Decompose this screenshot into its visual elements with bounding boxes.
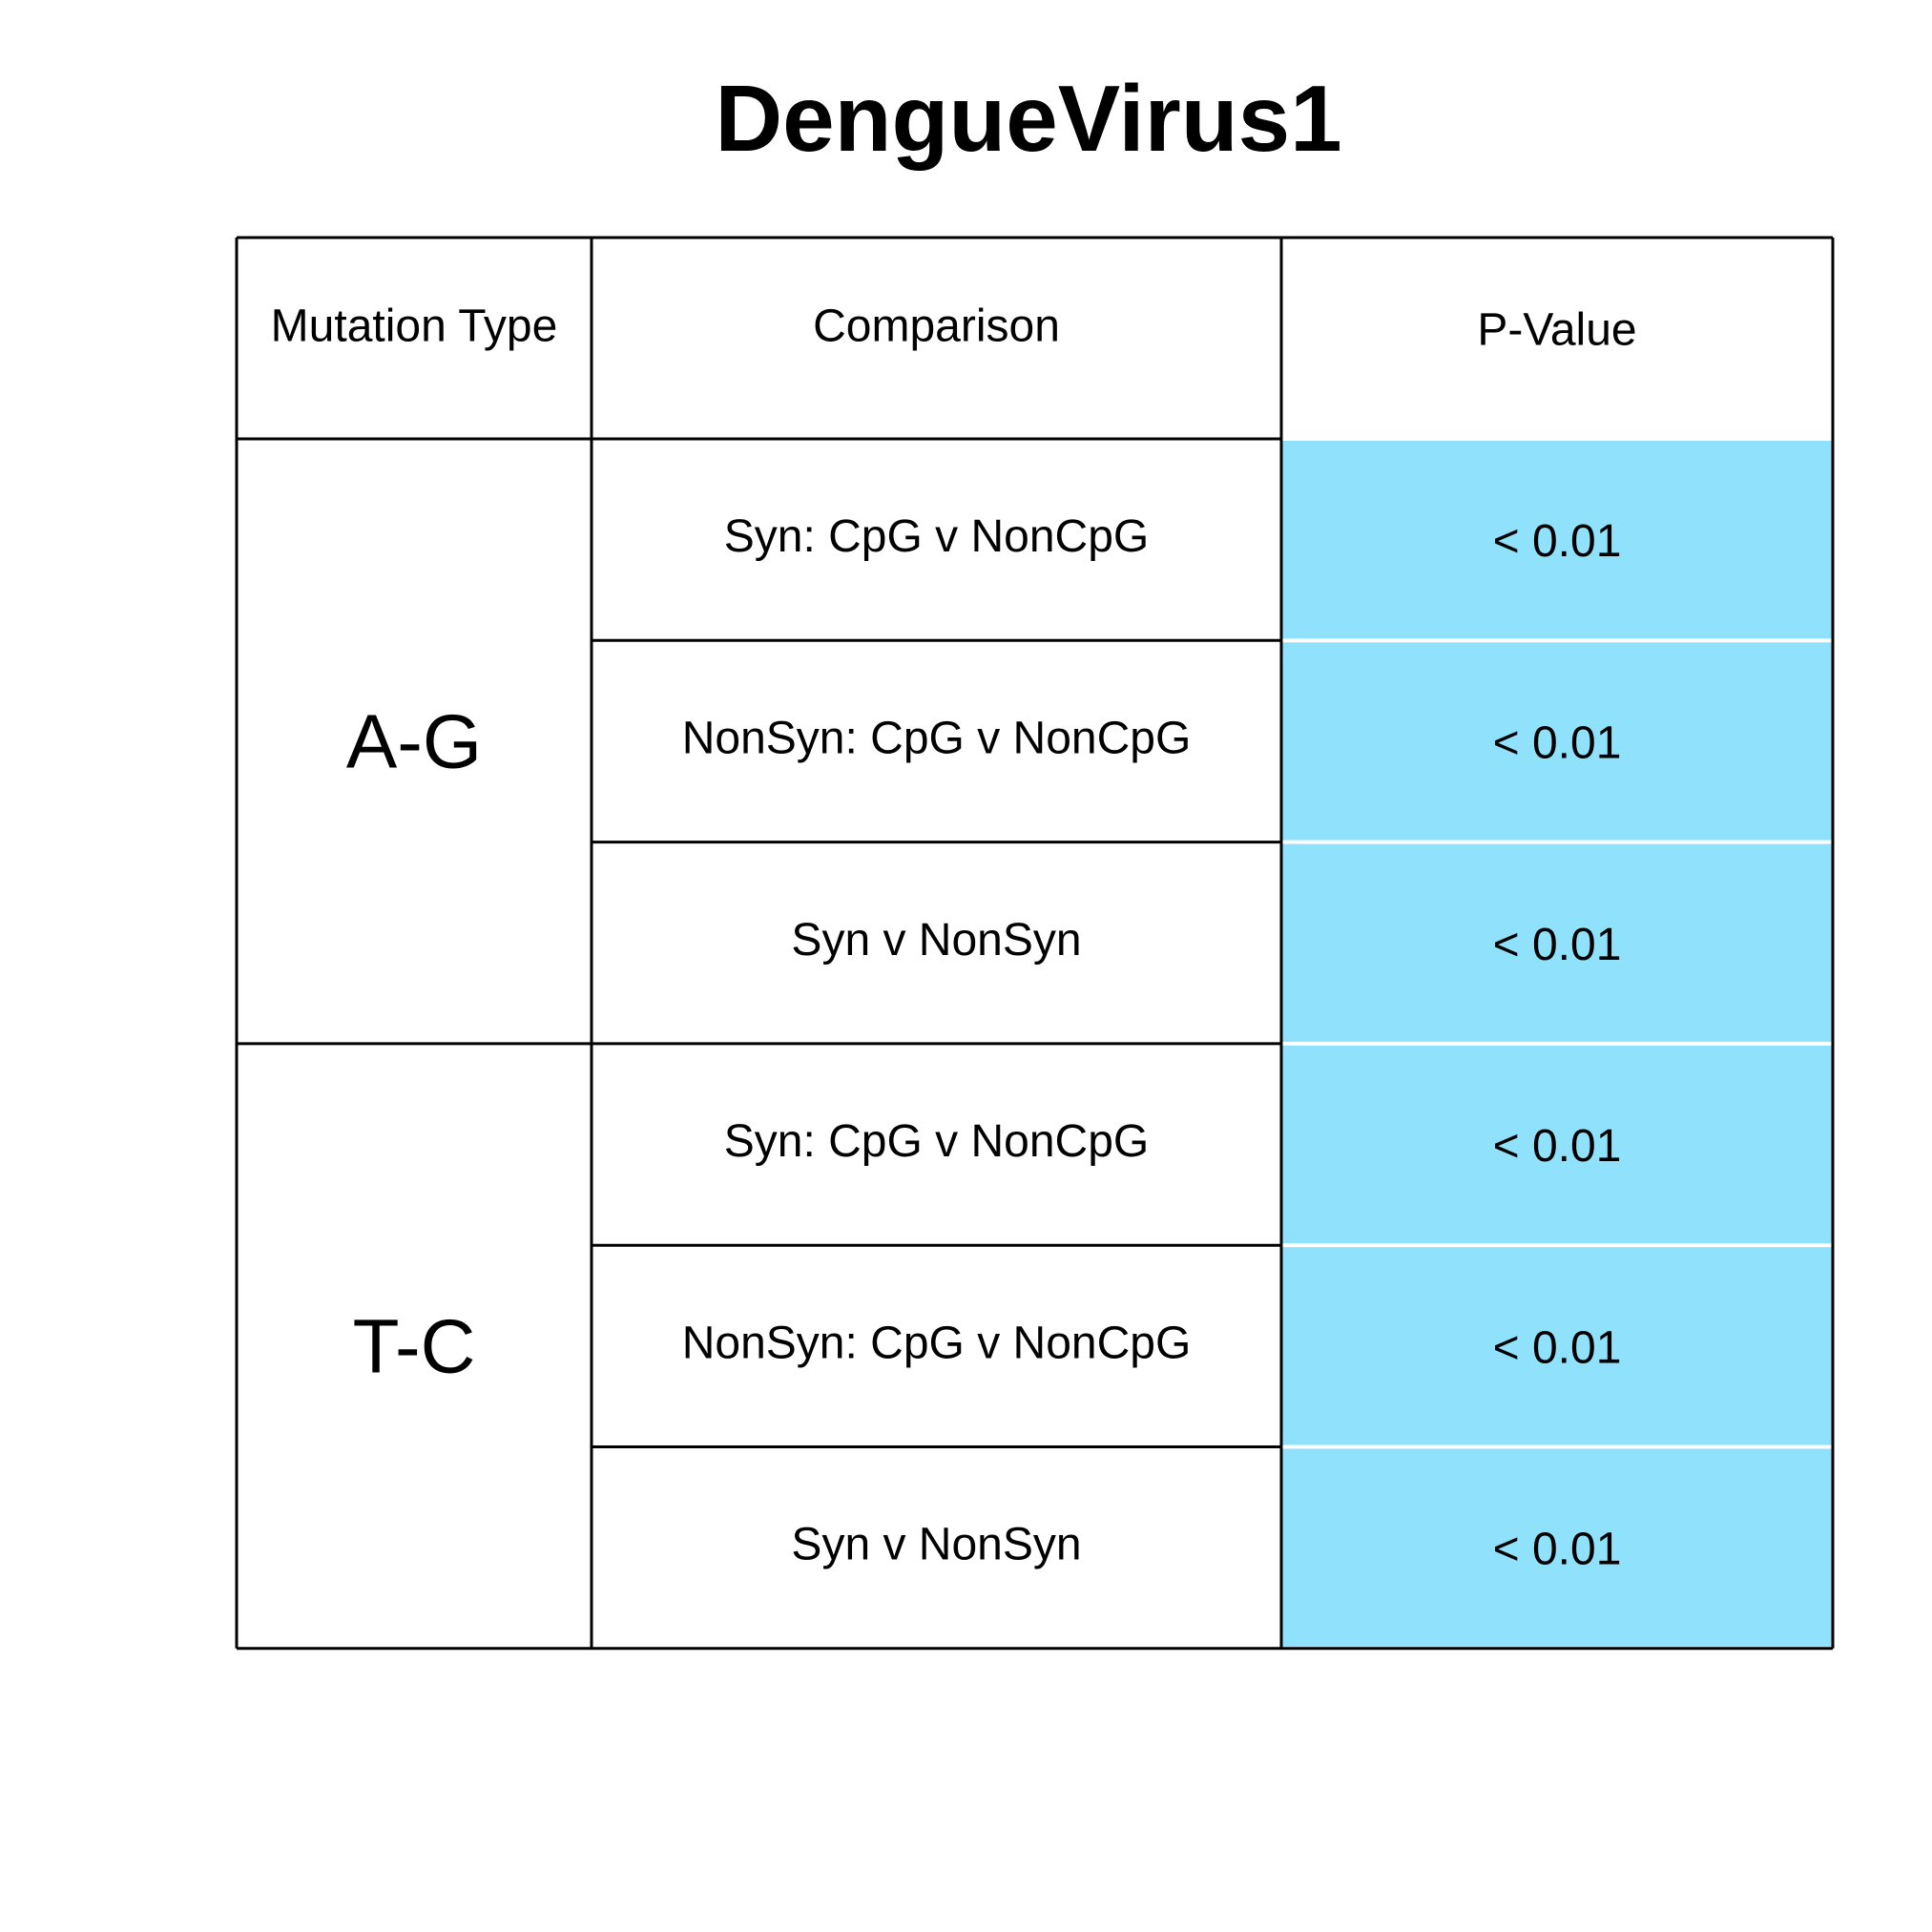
mutation-type-label: A-G [346, 698, 482, 783]
p-value-cell: < 0.01 [1493, 717, 1622, 768]
comparison-cell: Syn v NonSyn [791, 915, 1081, 966]
p-value-highlight-cell [1281, 843, 1833, 1042]
comparison-cell: Syn: CpG v NonCpG [724, 511, 1150, 562]
comparison-cell: Syn: CpG v NonCpG [724, 1116, 1150, 1167]
chart-title: DengueVirus1 [715, 66, 1341, 171]
p-value-highlight-cell [1281, 1045, 1833, 1244]
comparison-cell: NonSyn: CpG v NonCpG [682, 1318, 1192, 1368]
mutation-type-label: T-C [353, 1303, 476, 1388]
header-p-value: P-Value [1477, 305, 1636, 356]
header-mutation-type: Mutation Type [271, 301, 558, 352]
p-value-cell: < 0.01 [1493, 1121, 1622, 1172]
p-value-highlight-cell [1281, 441, 1833, 639]
p-value-highlight-cell [1281, 1247, 1833, 1445]
p-value-highlight-cell [1281, 642, 1833, 841]
comparison-cell: NonSyn: CpG v NonCpG [682, 713, 1192, 763]
header-comparison: Comparison [813, 301, 1060, 352]
p-value-cell: < 0.01 [1493, 516, 1622, 567]
table-grid: Mutation Type Comparison P-Value A-G Syn: Cp… [235, 236, 1835, 1651]
p-value-cell: < 0.01 [1493, 1525, 1622, 1575]
p-value-cell: < 0.01 [1493, 920, 1622, 970]
comparison-cell: Syn v NonSyn [791, 1520, 1081, 1570]
p-value-cell: < 0.01 [1493, 1322, 1622, 1373]
p-value-highlight-cell [1281, 1448, 1833, 1647]
